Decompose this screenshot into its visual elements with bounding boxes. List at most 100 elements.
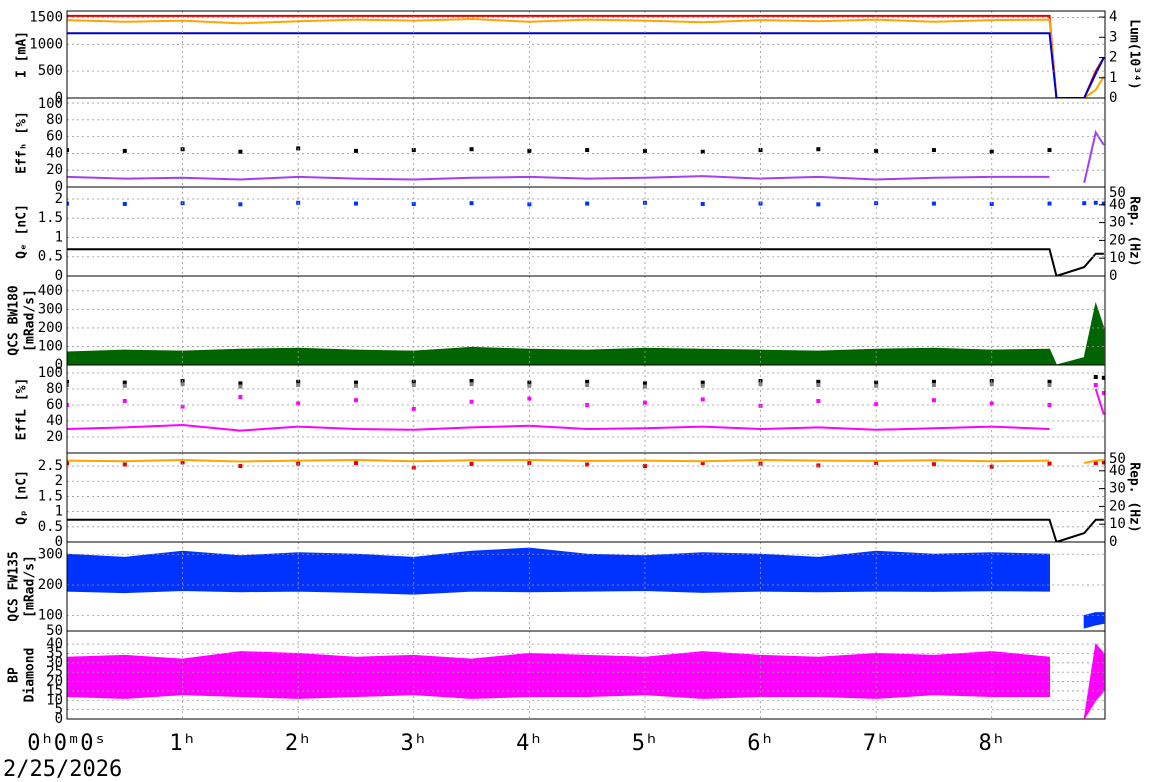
data-point xyxy=(642,464,647,469)
y-tick-label: 60 xyxy=(46,397,63,413)
y-tick-label: 2 xyxy=(55,191,63,207)
data-point xyxy=(238,384,243,389)
data-point xyxy=(585,201,590,206)
data-point xyxy=(411,148,416,153)
plot-area xyxy=(67,14,1105,98)
y-tick-label: 0 xyxy=(55,534,63,550)
y-tick-label: 2 xyxy=(55,473,63,489)
data-point xyxy=(1093,383,1098,387)
y-tick-label: 100 xyxy=(38,608,63,624)
plot-area xyxy=(67,458,1105,542)
x-tick-label: 8ʰ xyxy=(978,731,1005,756)
series-line xyxy=(67,458,1104,465)
x-tick-label: 6ʰ xyxy=(747,731,774,756)
data-point xyxy=(931,201,936,206)
y2-tick-label: 3 xyxy=(1109,29,1117,45)
y-tick-label: 1 xyxy=(55,504,63,520)
y-tick-label: 0.5 xyxy=(38,249,63,265)
y-tick-label: 200 xyxy=(38,320,63,336)
data-point xyxy=(1047,403,1052,407)
y2-tick-label: 20 xyxy=(1109,498,1126,514)
y-tick-label: 300 xyxy=(38,546,63,562)
data-point xyxy=(1093,375,1098,379)
y-tick-label: 20 xyxy=(46,162,63,178)
data-point xyxy=(411,465,416,470)
data-point xyxy=(989,149,994,154)
data-point xyxy=(642,381,647,386)
y2-tick-label: 30 xyxy=(1109,481,1126,497)
series-line xyxy=(67,129,1105,184)
y2-tick-label: 10 xyxy=(1109,250,1126,266)
data-point xyxy=(238,464,243,469)
y-tick-label: 100 xyxy=(38,96,63,112)
data-point xyxy=(122,399,127,403)
plot-area xyxy=(67,301,1105,365)
data-point xyxy=(816,399,821,403)
data-point xyxy=(931,462,936,467)
data-point xyxy=(67,383,69,387)
data-point xyxy=(585,383,590,387)
data-point xyxy=(700,383,705,388)
data-point xyxy=(1101,460,1105,465)
data-point xyxy=(469,379,474,383)
data-point xyxy=(642,400,647,405)
y-tick-label: 100 xyxy=(38,338,63,354)
data-point xyxy=(874,402,879,407)
data-point xyxy=(874,380,879,385)
data-point xyxy=(67,461,69,466)
y2-axis-label: Rep. (Hz) xyxy=(1127,462,1142,532)
data-point xyxy=(238,149,243,154)
y-axis-label: Diamond xyxy=(23,648,38,703)
data-point xyxy=(1047,201,1052,206)
data-point xyxy=(238,202,243,207)
data-point xyxy=(353,148,358,153)
data-point xyxy=(122,148,127,153)
data-point xyxy=(353,398,358,403)
y2-tick-label: 1 xyxy=(1109,70,1117,86)
data-point xyxy=(931,398,936,403)
y-tick-label: 5 xyxy=(55,702,63,718)
data-point xyxy=(700,397,705,402)
data-point xyxy=(296,401,301,406)
y-axis-label: Effₕ [%] xyxy=(15,111,30,174)
data-point xyxy=(1047,379,1052,384)
data-point xyxy=(1082,201,1087,206)
data-point xyxy=(585,462,590,467)
data-point xyxy=(816,147,821,152)
data-point xyxy=(353,461,358,466)
x-tick-label: 1ʰ xyxy=(169,731,196,756)
panel-frame xyxy=(66,630,1106,720)
y-tick-label: 0 xyxy=(55,179,63,195)
data-point xyxy=(816,383,821,387)
x-tick-label: 3ʰ xyxy=(401,731,428,756)
data-point xyxy=(1093,461,1098,466)
data-point xyxy=(931,148,936,153)
y-tick-label: 20 xyxy=(46,674,63,690)
data-point xyxy=(1047,383,1052,387)
x-tick-label: 5ʰ xyxy=(632,731,659,756)
data-point xyxy=(180,382,185,387)
y-tick-label: 25 xyxy=(46,664,63,680)
y-axis-label: Qₑ [nC] xyxy=(15,204,30,259)
y-axis-label: QCS FW135 xyxy=(7,551,22,621)
data-point xyxy=(527,202,532,207)
y-tick-label: 60 xyxy=(46,129,63,145)
data-point xyxy=(469,461,474,466)
data-point xyxy=(353,201,358,206)
y-tick-label: 0 xyxy=(55,357,63,373)
data-point xyxy=(527,396,532,401)
y-tick-label: 0 xyxy=(55,90,63,106)
data-point xyxy=(700,380,705,385)
y2-tick-label: 20 xyxy=(1109,232,1126,248)
data-point xyxy=(1101,391,1105,395)
data-point xyxy=(180,460,185,465)
data-point xyxy=(469,382,474,387)
data-point xyxy=(527,380,532,385)
data-point xyxy=(527,148,532,153)
x-tick-label: 4ʰ xyxy=(516,731,543,756)
data-point xyxy=(238,395,243,399)
data-point xyxy=(469,201,474,206)
data-point xyxy=(816,202,821,207)
y-axis-label: QCS BW180 xyxy=(7,285,22,356)
y2-tick-label: 2 xyxy=(1109,50,1117,66)
